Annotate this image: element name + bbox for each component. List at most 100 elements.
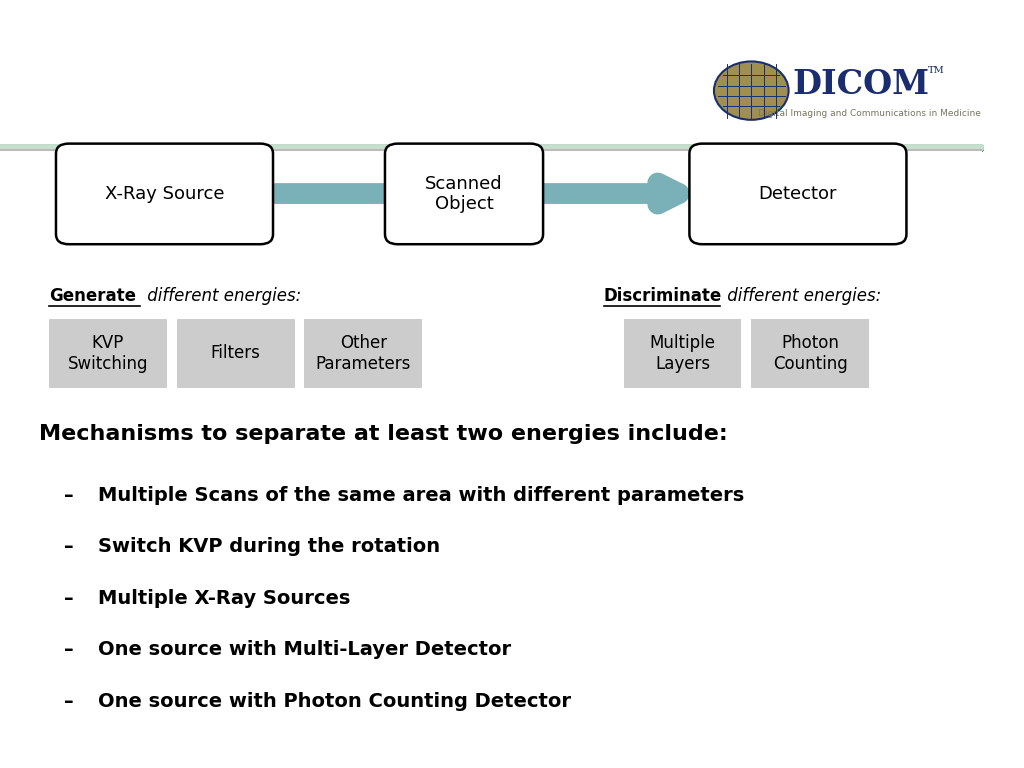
Bar — [0, 146, 982, 149]
Bar — [0, 146, 982, 149]
Bar — [0, 147, 982, 149]
Text: Mechanisms: Mechanisms — [39, 92, 328, 134]
Text: different energies:: different energies: — [722, 286, 881, 305]
Bar — [0, 147, 982, 150]
Bar — [0, 146, 982, 149]
Bar — [0, 146, 982, 149]
Text: –: – — [63, 692, 74, 710]
Bar — [0, 146, 982, 149]
Bar — [0, 146, 982, 149]
FancyBboxPatch shape — [56, 144, 273, 244]
Bar — [0, 146, 982, 149]
Bar — [0, 145, 982, 148]
Bar — [624, 319, 741, 388]
Bar — [0, 147, 982, 150]
Bar — [0, 146, 982, 149]
Text: Photon
Counting: Photon Counting — [773, 334, 848, 372]
Bar — [0, 147, 982, 150]
Bar — [0, 147, 982, 150]
Bar — [0, 145, 982, 148]
Bar — [0, 145, 982, 148]
Text: X-Ray Source: X-Ray Source — [104, 185, 224, 203]
Bar — [0, 146, 982, 149]
Bar — [0, 147, 982, 150]
Text: Multiple Scans of the same area with different parameters: Multiple Scans of the same area with dif… — [98, 486, 744, 505]
Bar — [0, 147, 982, 150]
Bar — [0, 147, 982, 150]
Bar — [0, 146, 982, 149]
Bar — [0, 145, 982, 148]
Bar — [0, 145, 982, 148]
Text: Switch KVP during the rotation: Switch KVP during the rotation — [98, 538, 440, 556]
Bar — [0, 146, 982, 149]
Bar — [0, 145, 982, 148]
Bar — [0, 147, 982, 150]
Bar — [0, 147, 982, 150]
Text: Digital Imaging and Communications in Medicine: Digital Imaging and Communications in Me… — [758, 109, 981, 118]
Bar — [0, 147, 982, 150]
Text: –: – — [63, 486, 74, 505]
Bar — [0, 145, 982, 148]
Bar — [0, 147, 982, 149]
Text: Multiple
Layers: Multiple Layers — [649, 334, 716, 372]
Bar — [0, 146, 982, 149]
Text: Discriminate: Discriminate — [604, 286, 722, 305]
Bar — [0, 145, 982, 148]
Bar — [0, 146, 982, 149]
Text: –: – — [63, 641, 74, 659]
Text: Multiple X-Ray Sources: Multiple X-Ray Sources — [98, 589, 350, 607]
Bar — [0, 147, 982, 150]
Bar — [0, 146, 982, 149]
Bar — [0, 147, 982, 150]
Bar — [0, 147, 982, 150]
Bar — [0, 146, 982, 149]
Text: Mechanisms to separate at least two energies include:: Mechanisms to separate at least two ener… — [39, 424, 728, 444]
Bar — [0, 146, 982, 149]
Text: One source with Photon Counting Detector: One source with Photon Counting Detector — [98, 692, 571, 710]
Bar — [0, 147, 982, 150]
FancyBboxPatch shape — [385, 144, 543, 244]
Bar — [0, 145, 982, 148]
Circle shape — [714, 61, 788, 120]
Text: Multi-energy CT Acquisition: Multi-energy CT Acquisition — [39, 51, 689, 93]
Bar — [752, 319, 869, 388]
Bar — [0, 146, 982, 149]
Bar — [0, 147, 982, 149]
Bar — [0, 146, 982, 149]
Bar — [0, 147, 982, 150]
Bar — [0, 146, 982, 149]
Text: One source with Multi-Layer Detector: One source with Multi-Layer Detector — [98, 641, 511, 659]
Bar — [177, 319, 295, 388]
Bar — [0, 146, 982, 149]
Bar — [0, 146, 982, 149]
Bar — [0, 146, 982, 149]
Bar — [0, 146, 982, 149]
Bar — [0, 146, 982, 149]
Bar — [0, 147, 982, 150]
Text: Filters: Filters — [211, 344, 261, 362]
Bar — [0, 145, 982, 148]
Bar — [0, 146, 982, 149]
Bar — [0, 146, 982, 149]
Bar — [0, 146, 982, 149]
Bar — [0, 146, 982, 149]
FancyBboxPatch shape — [689, 144, 906, 244]
Bar — [0, 146, 982, 149]
Bar — [0, 146, 982, 149]
Bar — [0, 146, 982, 149]
Bar — [0, 146, 982, 148]
Bar — [0, 145, 982, 148]
Bar — [0, 146, 982, 149]
Bar — [304, 319, 422, 388]
Bar — [0, 146, 982, 149]
Bar — [0, 146, 982, 149]
Bar — [0, 146, 982, 149]
Text: –: – — [63, 538, 74, 556]
Bar — [0, 145, 982, 148]
Bar — [0, 146, 982, 149]
Text: Generate: Generate — [49, 286, 136, 305]
Bar — [0, 147, 982, 150]
Bar — [0, 146, 982, 149]
Bar — [0, 147, 982, 150]
Text: Detector: Detector — [759, 185, 838, 203]
